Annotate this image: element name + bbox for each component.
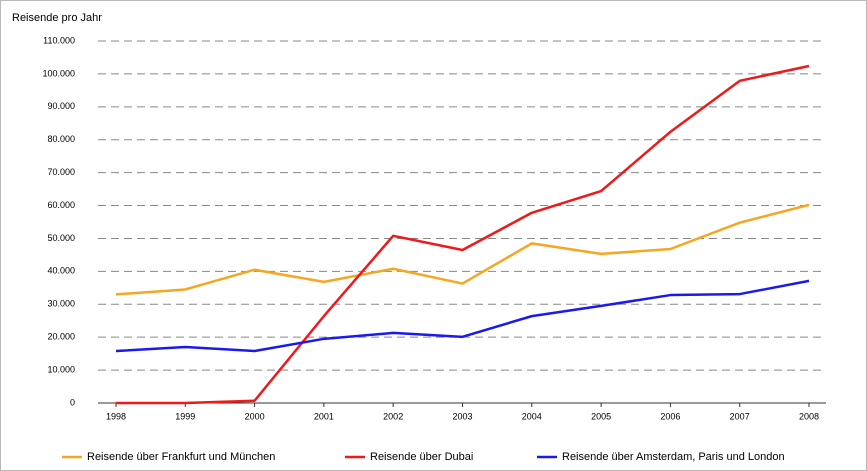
legend-label: Reisende über Amsterdam, Paris und Londo… <box>562 451 785 463</box>
x-tick-label: 2007 <box>730 411 750 421</box>
legend-label: Reisende über Frankfurt und München <box>87 451 275 463</box>
x-tick-label: 1999 <box>175 411 195 421</box>
x-tick-label: 2005 <box>591 411 611 421</box>
x-tick-label: 1998 <box>106 411 126 421</box>
y-tick-label: 40.000 <box>47 266 75 276</box>
y-tick-label: 0 <box>70 397 75 407</box>
x-tick-label: 2004 <box>522 411 542 421</box>
series-line <box>115 203 810 296</box>
y-tick-label: 110.000 <box>43 35 75 45</box>
x-tick-label: 2000 <box>245 411 265 421</box>
y-tick-label: 80.000 <box>47 134 75 144</box>
y-tick-label: 50.000 <box>47 233 75 243</box>
y-tick-label: 30.000 <box>47 299 75 309</box>
x-tick-label: 2002 <box>383 411 403 421</box>
x-tick-label: 2003 <box>452 411 472 421</box>
chart-title: Reisende pro Jahr <box>12 12 102 24</box>
x-tick-label: 2001 <box>314 411 334 421</box>
y-tick-label: 100.000 <box>42 68 75 78</box>
y-tick-label: 90.000 <box>47 101 75 111</box>
x-tick-label: 2006 <box>660 411 680 421</box>
y-tick-label: 60.000 <box>47 200 75 210</box>
y-tick-label: 70.000 <box>47 167 75 177</box>
y-tick-label: 20.000 <box>47 332 75 342</box>
series-line <box>115 279 810 353</box>
series-line <box>116 64 810 405</box>
x-tick-label: 2008 <box>799 411 819 421</box>
y-tick-label: 10.000 <box>47 364 75 374</box>
legend-label: Reisende über Dubai <box>370 451 473 463</box>
